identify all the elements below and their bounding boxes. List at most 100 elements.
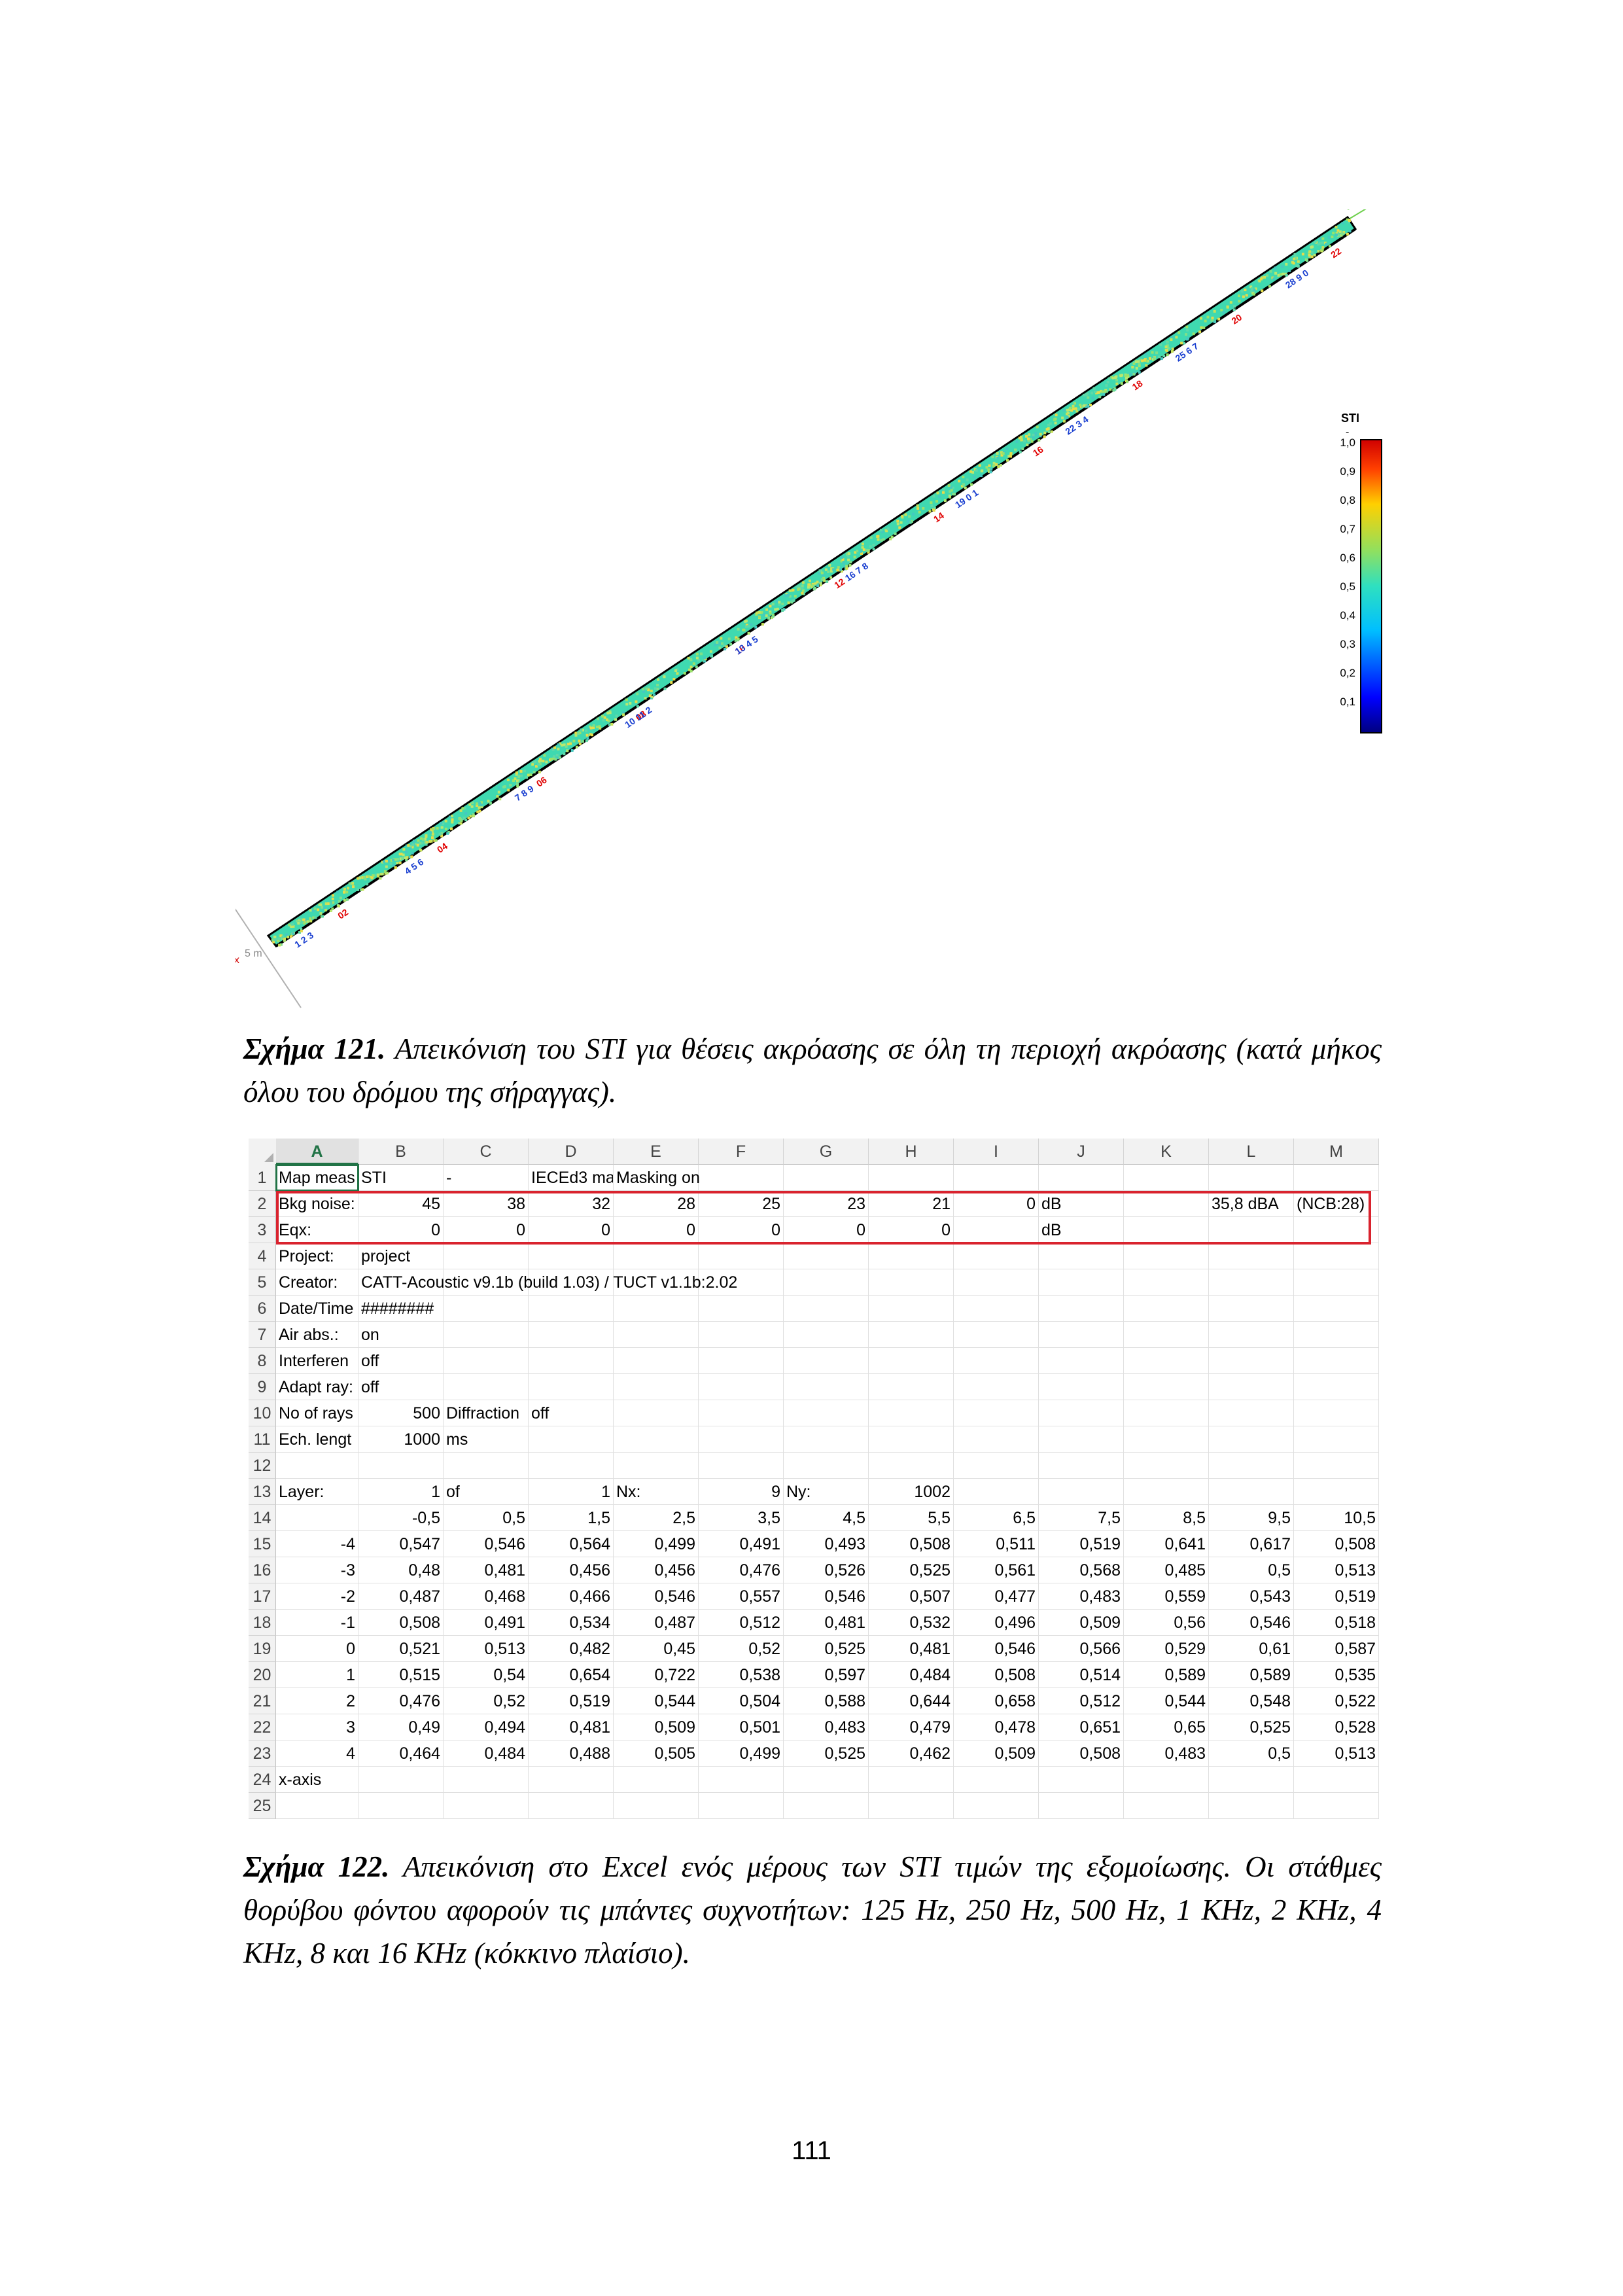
cell-c6[interactable] bbox=[444, 1296, 529, 1322]
cell-l2[interactable]: 35,8 dBA bbox=[1209, 1191, 1294, 1217]
cell-l25[interactable] bbox=[1209, 1793, 1294, 1819]
cell-d24[interactable] bbox=[529, 1767, 614, 1793]
cell-k8[interactable] bbox=[1124, 1348, 1209, 1374]
cell-i2[interactable]: 0 bbox=[954, 1191, 1039, 1217]
cell-b12[interactable] bbox=[358, 1453, 444, 1479]
cell-j2[interactable]: dB bbox=[1039, 1191, 1124, 1217]
cell-j23[interactable]: 0,508 bbox=[1039, 1740, 1124, 1767]
cell-a7[interactable]: Air abs.: bbox=[276, 1322, 358, 1348]
cell-l17[interactable]: 0,543 bbox=[1209, 1583, 1294, 1610]
cell-b22[interactable]: 0,49 bbox=[358, 1714, 444, 1740]
cell-a24[interactable]: x-axis bbox=[276, 1767, 358, 1793]
cell-h6[interactable] bbox=[869, 1296, 954, 1322]
cell-g11[interactable] bbox=[784, 1426, 869, 1453]
cell-j19[interactable]: 0,566 bbox=[1039, 1636, 1124, 1662]
cell-i5[interactable] bbox=[954, 1269, 1039, 1296]
cell-j8[interactable] bbox=[1039, 1348, 1124, 1374]
cell-a12[interactable] bbox=[276, 1453, 358, 1479]
cell-b24[interactable] bbox=[358, 1767, 444, 1793]
select-all-corner[interactable] bbox=[249, 1139, 277, 1165]
cell-d11[interactable] bbox=[529, 1426, 614, 1453]
cell-h19[interactable]: 0,481 bbox=[869, 1636, 954, 1662]
cell-d8[interactable] bbox=[529, 1348, 614, 1374]
cell-l12[interactable] bbox=[1209, 1453, 1294, 1479]
cell-k1[interactable] bbox=[1124, 1165, 1209, 1191]
cell-f8[interactable] bbox=[699, 1348, 784, 1374]
cell-g9[interactable] bbox=[784, 1374, 869, 1400]
cell-d19[interactable]: 0,482 bbox=[529, 1636, 614, 1662]
cell-h21[interactable]: 0,644 bbox=[869, 1688, 954, 1714]
cell-e24[interactable] bbox=[614, 1767, 699, 1793]
cell-f16[interactable]: 0,476 bbox=[699, 1557, 784, 1583]
cell-i14[interactable]: 6,5 bbox=[954, 1505, 1039, 1531]
cell-k3[interactable] bbox=[1124, 1217, 1209, 1243]
cell-d13[interactable]: 1 bbox=[529, 1479, 614, 1505]
cell-b7[interactable]: on bbox=[358, 1322, 444, 1348]
cell-c4[interactable] bbox=[444, 1243, 529, 1269]
cell-a5[interactable]: Creator: bbox=[276, 1269, 358, 1296]
cell-f19[interactable]: 0,52 bbox=[699, 1636, 784, 1662]
cell-l8[interactable] bbox=[1209, 1348, 1294, 1374]
cell-e11[interactable] bbox=[614, 1426, 699, 1453]
cell-i4[interactable] bbox=[954, 1243, 1039, 1269]
cell-c22[interactable]: 0,494 bbox=[444, 1714, 529, 1740]
cell-l24[interactable] bbox=[1209, 1767, 1294, 1793]
cell-c21[interactable]: 0,52 bbox=[444, 1688, 529, 1714]
cell-f11[interactable] bbox=[699, 1426, 784, 1453]
cell-f4[interactable] bbox=[699, 1243, 784, 1269]
cell-m25[interactable] bbox=[1294, 1793, 1379, 1819]
cell-e15[interactable]: 0,499 bbox=[614, 1531, 699, 1557]
cell-j21[interactable]: 0,512 bbox=[1039, 1688, 1124, 1714]
cell-a4[interactable]: Project: bbox=[276, 1243, 358, 1269]
cell-a23[interactable]: 4 bbox=[276, 1740, 358, 1767]
cell-d15[interactable]: 0,564 bbox=[529, 1531, 614, 1557]
cell-d17[interactable]: 0,466 bbox=[529, 1583, 614, 1610]
cell-b9[interactable]: off bbox=[358, 1374, 444, 1400]
cell-f10[interactable] bbox=[699, 1400, 784, 1426]
row-header[interactable]: 16 bbox=[249, 1557, 276, 1583]
cell-c3[interactable]: 0 bbox=[444, 1217, 529, 1243]
cell-j11[interactable] bbox=[1039, 1426, 1124, 1453]
row-header[interactable]: 8 bbox=[249, 1348, 276, 1374]
cell-i1[interactable] bbox=[954, 1165, 1039, 1191]
row-header[interactable]: 24 bbox=[249, 1767, 276, 1793]
column-header-a[interactable]: A bbox=[276, 1139, 358, 1165]
row-header[interactable]: 9 bbox=[249, 1374, 276, 1400]
cell-i16[interactable]: 0,561 bbox=[954, 1557, 1039, 1583]
cell-e1[interactable]: Masking on bbox=[614, 1165, 700, 1191]
cell-b16[interactable]: 0,48 bbox=[358, 1557, 444, 1583]
cell-i3[interactable] bbox=[954, 1217, 1039, 1243]
cell-m7[interactable] bbox=[1294, 1322, 1379, 1348]
cell-m2[interactable]: (NCB:28) bbox=[1294, 1191, 1379, 1217]
cell-j10[interactable] bbox=[1039, 1400, 1124, 1426]
column-header-c[interactable]: C bbox=[444, 1139, 529, 1165]
cell-j24[interactable] bbox=[1039, 1767, 1124, 1793]
cell-c1[interactable]: - bbox=[444, 1165, 529, 1191]
cell-l16[interactable]: 0,5 bbox=[1209, 1557, 1294, 1583]
cell-l20[interactable]: 0,589 bbox=[1209, 1662, 1294, 1688]
cell-e6[interactable] bbox=[614, 1296, 699, 1322]
cell-d4[interactable] bbox=[529, 1243, 614, 1269]
cell-h16[interactable]: 0,525 bbox=[869, 1557, 954, 1583]
cell-e23[interactable]: 0,505 bbox=[614, 1740, 699, 1767]
cell-e22[interactable]: 0,509 bbox=[614, 1714, 699, 1740]
cell-g22[interactable]: 0,483 bbox=[784, 1714, 869, 1740]
cell-i25[interactable] bbox=[954, 1793, 1039, 1819]
cell-i15[interactable]: 0,511 bbox=[954, 1531, 1039, 1557]
cell-g8[interactable] bbox=[784, 1348, 869, 1374]
cell-k24[interactable] bbox=[1124, 1767, 1209, 1793]
cell-b4[interactable]: project bbox=[358, 1243, 444, 1269]
cell-a9[interactable]: Adapt ray: bbox=[276, 1374, 358, 1400]
column-header-i[interactable]: I bbox=[954, 1139, 1039, 1165]
cell-c19[interactable]: 0,513 bbox=[444, 1636, 529, 1662]
cell-l5[interactable] bbox=[1209, 1269, 1294, 1296]
cell-m12[interactable] bbox=[1294, 1453, 1379, 1479]
row-header[interactable]: 15 bbox=[249, 1531, 276, 1557]
cell-b5[interactable]: CATT-Acoustic v9.1b (build 1.03) / TUCT … bbox=[358, 1269, 737, 1296]
cell-k17[interactable]: 0,559 bbox=[1124, 1583, 1209, 1610]
cell-d6[interactable] bbox=[529, 1296, 614, 1322]
cell-f24[interactable] bbox=[699, 1767, 784, 1793]
cell-b21[interactable]: 0,476 bbox=[358, 1688, 444, 1714]
column-header-b[interactable]: B bbox=[358, 1139, 444, 1165]
cell-a22[interactable]: 3 bbox=[276, 1714, 358, 1740]
